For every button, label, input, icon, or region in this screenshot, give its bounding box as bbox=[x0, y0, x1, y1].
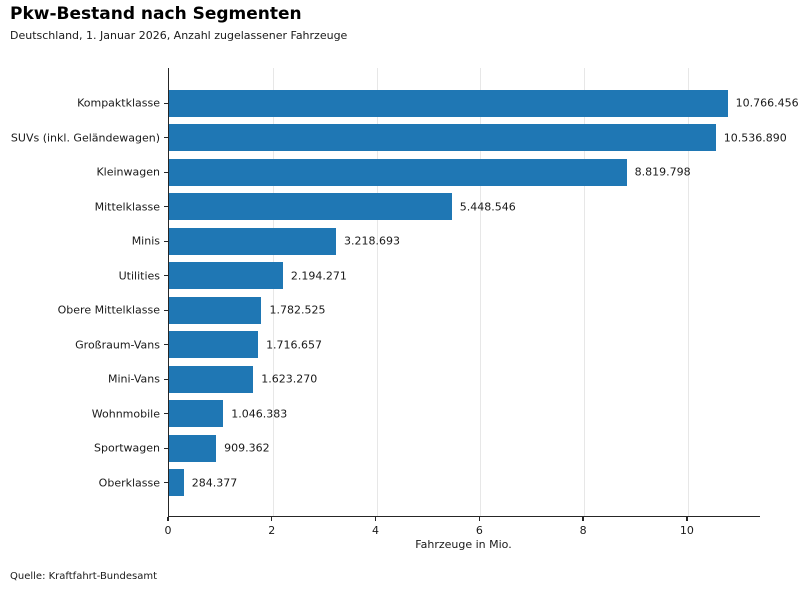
gridline-x-4 bbox=[376, 68, 378, 516]
gridline-x-2 bbox=[272, 68, 274, 516]
bar-obere-mittelklasse bbox=[169, 296, 262, 324]
y-category-label: Kleinwagen bbox=[96, 165, 160, 179]
value-label: 10.536.890 bbox=[723, 131, 787, 145]
chart-title: Pkw-Bestand nach Segmenten bbox=[10, 4, 302, 24]
y-tick-mark bbox=[164, 447, 168, 449]
bar-wohnmobile bbox=[169, 400, 224, 428]
y-tick-mark bbox=[164, 344, 168, 346]
x-tick-label: 8 bbox=[579, 524, 587, 537]
x-tick-mark bbox=[686, 517, 688, 522]
bar-utilities bbox=[169, 262, 283, 290]
value-label: 5.448.546 bbox=[459, 200, 516, 214]
value-label: 1.046.383 bbox=[231, 407, 288, 421]
y-category-label: Großraum-Vans bbox=[75, 338, 160, 352]
bar-mini-vans bbox=[169, 365, 254, 393]
gridline-x-8 bbox=[584, 68, 586, 516]
value-label: 909.362 bbox=[224, 441, 270, 455]
plot-area: 10.766.456 10.536.890 8.819.798 5.448.546 3.… bbox=[168, 68, 799, 517]
bar-sportwagen bbox=[169, 434, 217, 462]
y-category-label: Wohnmobile bbox=[91, 407, 160, 421]
x-tick-mark bbox=[167, 517, 169, 522]
y-tick-mark bbox=[164, 137, 168, 139]
value-label: 8.819.798 bbox=[634, 165, 691, 179]
gridline-x-6 bbox=[480, 68, 482, 516]
x-tick-label: 10 bbox=[679, 524, 694, 537]
x-tick-mark bbox=[582, 517, 584, 522]
y-tick-mark bbox=[164, 171, 168, 173]
value-label: 3.218.693 bbox=[344, 234, 400, 248]
x-tick-label: 6 bbox=[475, 524, 483, 537]
y-category-label: Minis bbox=[131, 234, 160, 248]
value-label: 1.782.525 bbox=[269, 303, 326, 317]
y-category-label: SUVs (inkl. Geländewagen) bbox=[10, 131, 160, 145]
value-label: 284.377 bbox=[191, 476, 238, 490]
x-tick-label: 2 bbox=[268, 524, 276, 537]
y-category-label: Obere Mittelklasse bbox=[57, 303, 160, 317]
y-category-label: Mini-Vans bbox=[107, 372, 160, 386]
bar-minis bbox=[169, 227, 336, 255]
value-label: 2.194.271 bbox=[290, 269, 347, 283]
y-category-label: Mittelklasse bbox=[94, 200, 160, 214]
bar-oberklasse bbox=[169, 469, 184, 497]
y-tick-mark bbox=[164, 240, 168, 242]
bar-gro-raum-vans bbox=[169, 331, 259, 359]
y-category-label: Kompaktklasse bbox=[77, 96, 160, 110]
y-category-label: Sportwagen bbox=[94, 441, 160, 455]
y-tick-mark bbox=[164, 309, 168, 311]
value-label: 10.766.456 bbox=[735, 96, 799, 110]
bar-suvs-inkl-gel-ndewagen- bbox=[169, 124, 716, 152]
gridline-x-10 bbox=[687, 68, 689, 516]
bar-kompaktklasse bbox=[169, 89, 728, 117]
y-tick-mark bbox=[164, 413, 168, 415]
value-label: 1.623.270 bbox=[261, 372, 318, 386]
y-tick-mark bbox=[164, 482, 168, 484]
chart-subtitle: Deutschland, 1. Januar 2026, Anzahl zuge… bbox=[10, 29, 348, 42]
x-tick-mark bbox=[271, 517, 273, 522]
bar-mittelklasse bbox=[169, 193, 452, 221]
y-tick-mark bbox=[164, 206, 168, 208]
y-category-label: Utilities bbox=[118, 269, 160, 283]
x-tick-mark bbox=[478, 517, 480, 522]
y-tick-mark bbox=[164, 275, 168, 277]
x-tick-label: 0 bbox=[164, 524, 172, 537]
source-note: Quelle: Kraftfahrt-Bundesamt bbox=[10, 571, 157, 582]
x-tick-label: 4 bbox=[372, 524, 380, 537]
bar-kleinwagen bbox=[169, 158, 627, 186]
x-axis-title: Fahrzeuge in Mio. bbox=[415, 538, 512, 551]
value-label: 1.716.657 bbox=[266, 338, 323, 352]
x-tick-mark bbox=[374, 517, 377, 522]
y-tick-mark bbox=[164, 102, 168, 104]
y-tick-mark bbox=[164, 378, 168, 380]
y-category-label: Oberklasse bbox=[98, 476, 160, 490]
